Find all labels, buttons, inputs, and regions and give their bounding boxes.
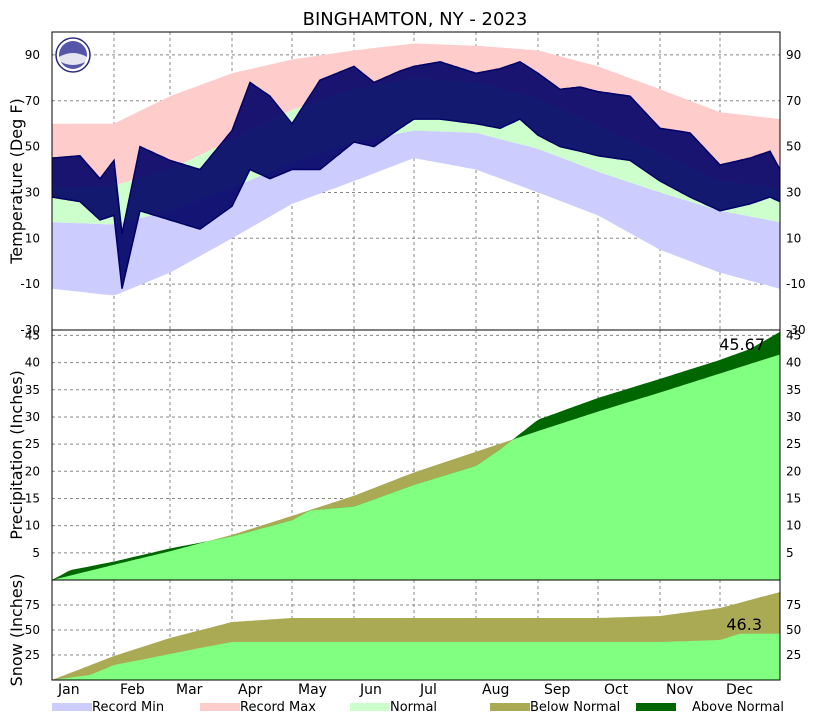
snow-tick-label-left: 50 <box>25 623 40 637</box>
precipitation-tick-label-left: 10 <box>25 519 40 533</box>
precipitation-tick-label-right: 15 <box>786 491 801 505</box>
legend-swatch <box>350 703 390 711</box>
month-label: Apr <box>238 682 262 698</box>
legend-swatch <box>200 703 240 711</box>
month-label: May <box>298 682 327 698</box>
precipitation-tick-label-right: 20 <box>786 464 801 478</box>
observed-temperature-range <box>52 61 780 289</box>
month-label: Mar <box>176 682 203 698</box>
temperature-tick-label-left: -30 <box>20 323 40 337</box>
temperature-tick-label-left: 70 <box>25 94 40 108</box>
snow-frame <box>51 579 781 681</box>
month-label: Sep <box>544 682 571 698</box>
precipitation-tick-label-right: 35 <box>786 383 801 397</box>
snow-observed-area <box>52 633 780 680</box>
precipitation-tick-label-left: 40 <box>25 356 40 370</box>
snow-ylabel: Snow (Inches) <box>7 574 26 687</box>
precipitation-total-label: 45.67 <box>719 335 765 354</box>
snow-tick-label-left: 75 <box>25 598 40 612</box>
observed-low-line <box>51 118 781 289</box>
temperature-tick-label-right: 90 <box>786 48 801 62</box>
temperature-tick-label-left: 30 <box>25 185 40 199</box>
month-label: Jan <box>57 682 80 698</box>
precip-observed-area <box>52 354 780 580</box>
precipitation-tick-label-right: 30 <box>786 410 801 424</box>
snow-tick-label-right: 25 <box>786 648 801 662</box>
precipitation-tick-label-right: 25 <box>786 437 801 451</box>
temperature-tick-label-right: 30 <box>786 185 801 199</box>
snow-total-label: 46.3 <box>726 615 762 634</box>
observed-high-line <box>51 60 781 234</box>
legend-label: Normal <box>390 700 437 715</box>
legend-label: Above Normal <box>692 700 784 715</box>
chart-title: BINGHAMTON, NY - 2023 <box>303 9 528 30</box>
precipitation-tick-label-left: 20 <box>25 464 40 478</box>
temperature-tick-label-right: 10 <box>786 231 801 245</box>
temperature-tick-label-right: -30 <box>786 323 806 337</box>
month-label: Aug <box>482 682 509 698</box>
precipitation-tick-label-left: 45 <box>25 328 40 342</box>
precipitation-tick-label-left: 30 <box>25 410 40 424</box>
temperature-tick-label-right: 70 <box>786 94 801 108</box>
record-max-band <box>52 43 780 188</box>
precipitation-tick-label-right: 5 <box>786 546 794 560</box>
temperature-ylabel: Temperature (Deg F) <box>7 98 26 265</box>
legend-label: Below Normal <box>530 700 620 715</box>
legend: Record Min Record Max Normal Below Normal Ab… <box>52 700 784 715</box>
month-label: Jun <box>359 682 382 698</box>
month-label: Feb <box>120 682 145 698</box>
month-label: Nov <box>666 682 693 698</box>
legend-label: Record Max <box>240 700 316 715</box>
legend-swatch <box>52 703 92 711</box>
precipitation-tick-label-left: 15 <box>25 491 40 505</box>
temperature-panel: 90 90 70 70 50 50 30 30 10 10 -10 -10 -30 -30 Temperat… <box>7 31 806 337</box>
noaa-logo <box>55 37 91 73</box>
temperature-tick-label-left: 50 <box>25 140 40 154</box>
snow-tick-label-right: 75 <box>786 598 801 612</box>
precipitation-tick-label-left: 35 <box>25 383 40 397</box>
precipitation-panel: 45 45 40 40 35 35 30 30 25 25 20 20 15 15 10 10 5 5 Precip… <box>7 328 801 581</box>
legend-label: Record Min <box>92 700 164 715</box>
month-label: Oct <box>604 682 629 698</box>
legend-swatch <box>636 703 676 711</box>
record-min-band <box>52 130 780 296</box>
temperature-tick-label-right: -10 <box>786 277 806 291</box>
temperature-tick-label-right: 50 <box>786 140 801 154</box>
temperature-tick-label-left: 10 <box>25 231 40 245</box>
snow-tick-label-right: 50 <box>786 623 801 637</box>
precipitation-ylabel: Precipitation (Inches) <box>7 370 26 540</box>
precipitation-tick-label-right: 45 <box>786 328 801 342</box>
temperature-tick-label-left: 90 <box>25 48 40 62</box>
legend-swatch <box>490 703 530 711</box>
month-axis: Jan Feb Mar Apr May Jun Jul Aug Sep Oct Nov Dec <box>57 682 753 698</box>
precipitation-tick-label-right: 10 <box>786 519 801 533</box>
temperature-tick-label-left: -10 <box>20 277 40 291</box>
snow-tick-label-left: 25 <box>25 648 40 662</box>
precipitation-tick-label-right: 40 <box>786 356 801 370</box>
month-label: Dec <box>726 682 753 698</box>
precipitation-tick-label-left: 25 <box>25 437 40 451</box>
precipitation-tick-label-left: 5 <box>32 546 40 560</box>
month-label: Jul <box>419 682 437 698</box>
